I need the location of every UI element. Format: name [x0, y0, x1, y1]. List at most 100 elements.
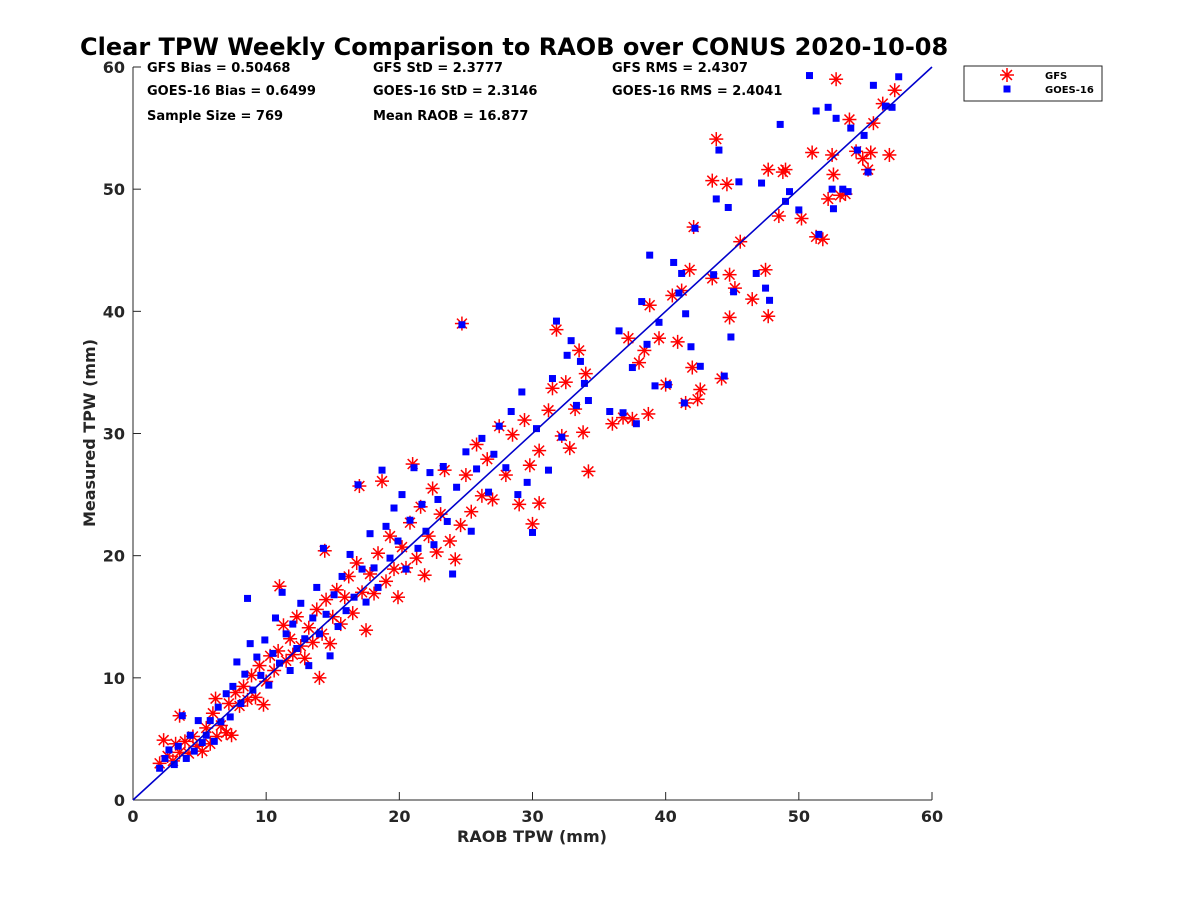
gfs-point	[355, 585, 370, 600]
goes-16-point	[370, 564, 378, 572]
gfs-point	[642, 298, 657, 313]
gfs-point	[319, 592, 334, 607]
goes-16-point	[548, 375, 556, 383]
goes-16-point	[315, 630, 323, 638]
goes-16-point	[563, 351, 571, 359]
x-ticks: 0 10 20 30 40 50 60	[127, 792, 943, 826]
goes-16-point	[305, 662, 313, 670]
gfs-point	[409, 551, 424, 566]
goes-16-point	[202, 731, 210, 739]
gfs-point	[863, 145, 878, 160]
goes-16-point	[580, 379, 588, 387]
goes-16-point	[467, 527, 475, 535]
goes-16-point	[374, 583, 382, 591]
goes-16-point	[576, 357, 584, 365]
goes-16-point	[410, 464, 418, 472]
gfs-point	[498, 468, 513, 483]
goes-16-point	[439, 462, 447, 470]
goes-16-point	[453, 483, 461, 491]
goes-16-point	[735, 178, 743, 186]
gfs-point	[821, 191, 836, 206]
goes-16-point	[853, 146, 861, 154]
goes-16-point	[253, 653, 261, 661]
y-tick-label: 10	[103, 669, 125, 688]
goes-16-point	[776, 120, 784, 128]
gfs-point	[652, 331, 667, 346]
goes-16-point	[178, 712, 186, 720]
goes-16-point	[210, 737, 218, 745]
goes-16-point	[278, 588, 286, 596]
goes-16-point	[495, 422, 503, 430]
goes-16-point	[523, 478, 531, 486]
x-axis-label: RAOB TPW (mm)	[457, 827, 607, 846]
goes-16-point	[244, 594, 252, 602]
goes-rms-text: GOES-16 RMS = 2.4041	[612, 84, 782, 99]
gfs-point	[337, 590, 352, 605]
x-tick-label: 50	[788, 807, 810, 826]
goes-16-point	[330, 591, 338, 599]
gfs-point	[236, 679, 251, 694]
gfs-point	[256, 697, 271, 712]
goes-16-point	[847, 124, 855, 132]
goes-16-point	[382, 522, 390, 530]
goes-16-point	[473, 465, 481, 473]
goes-16-point	[606, 408, 614, 416]
plot-area: 0 10 20 30 40 50 60 0 10 20 30 40 50 60	[103, 58, 943, 826]
gfs-point	[549, 322, 564, 337]
goes-16-point	[518, 388, 526, 396]
goes-16-point	[651, 382, 659, 390]
goes-16-point	[449, 570, 457, 578]
gfs-point	[805, 145, 820, 160]
goes-16-point	[812, 107, 820, 115]
goes-16-point	[237, 699, 245, 707]
goes-16-point	[402, 565, 410, 573]
goes-16-point	[289, 620, 297, 628]
gfs-point	[485, 492, 500, 507]
goes-16-point	[241, 670, 249, 678]
gfs-point	[464, 504, 479, 519]
goes-16-point	[615, 327, 623, 335]
gfs-point	[826, 167, 841, 182]
gfs-point	[778, 162, 793, 177]
x-tick-label: 20	[388, 807, 410, 826]
goes-16-point	[691, 224, 699, 232]
gfs-point	[221, 696, 236, 711]
gfs-point	[425, 481, 440, 496]
goes-16-point	[485, 488, 493, 496]
goes-16-point	[680, 399, 688, 407]
goes-16-point	[696, 362, 704, 370]
gfs-point	[581, 464, 596, 479]
mean-raob-text: Mean RAOB = 16.877	[373, 109, 528, 124]
goes-16-point	[478, 434, 486, 442]
gfs-point	[517, 413, 532, 428]
goes-16-point	[558, 433, 566, 441]
goes-16-point	[529, 528, 536, 536]
goes-16-point	[194, 717, 202, 725]
gfs-point	[545, 381, 560, 396]
goes-16-point	[687, 343, 695, 351]
gfs-point	[882, 147, 897, 162]
goes-16-point	[206, 717, 214, 725]
goes-16-point	[828, 185, 836, 193]
gfs-point	[670, 334, 685, 349]
gfs-point	[208, 691, 223, 706]
sample-size-text: Sample Size = 769	[147, 109, 283, 124]
goes-16-point	[257, 671, 265, 679]
goes-16-point	[313, 583, 321, 591]
goes-16-point	[297, 599, 305, 607]
gfs-point	[448, 552, 463, 567]
goes-16-point	[490, 450, 498, 458]
goes-16-point	[170, 761, 178, 769]
goes-16-point	[434, 495, 442, 503]
goes-16-point	[824, 103, 832, 111]
goes-16-point	[632, 420, 640, 428]
gfs-point	[309, 602, 324, 617]
goes-16-point	[758, 179, 766, 187]
goes-16-point	[338, 572, 346, 580]
gfs-point	[562, 441, 577, 456]
goes-16-point	[895, 73, 903, 81]
gfs-point	[379, 574, 394, 589]
goes-16-point	[190, 747, 198, 755]
goes-16-point	[720, 372, 728, 380]
goes-16-point	[864, 168, 872, 176]
